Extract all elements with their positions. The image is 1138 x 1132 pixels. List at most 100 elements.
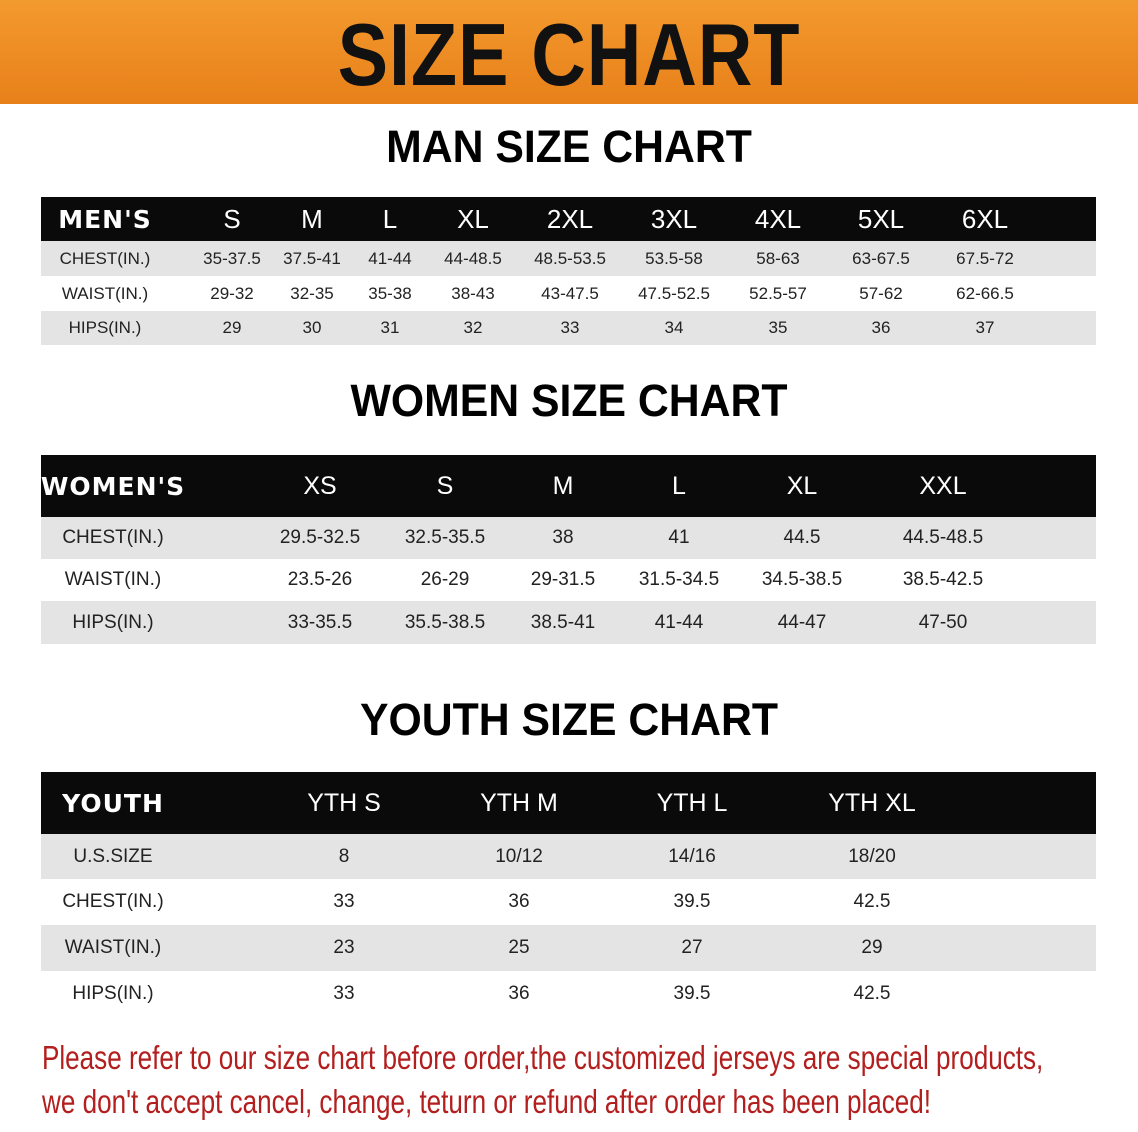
table-row: WAIST(IN.) 23 25 27 29: [41, 925, 1096, 971]
measurement-value: 18/20: [848, 845, 896, 867]
banner-title: SIZE CHART: [337, 5, 801, 104]
measurement-value: 44-48.5: [444, 248, 502, 268]
table-row: HIPS(IN.) 29 30 31 32 33 34 35 36 37: [41, 311, 1096, 345]
women-section-title: WOMEN SIZE CHART: [350, 375, 788, 426]
size-header-cell: M: [552, 471, 574, 500]
measurement-label: CHEST(IN.): [62, 527, 164, 548]
measurement-value: 67.5-72: [956, 248, 1014, 268]
measurement-label: WAIST(IN.): [61, 283, 149, 303]
measurement-value: 32.5-35.5: [404, 527, 486, 548]
measurement-value: 25: [508, 937, 530, 958]
size-header-cell: YTH L: [656, 788, 728, 817]
measurement-value: 34: [664, 318, 684, 337]
measurement-value: 30: [302, 318, 322, 337]
measurement-value: 47-50: [918, 611, 968, 633]
measurement-value: 63-67.5: [852, 248, 910, 268]
notice-line-1: Please refer to our size chart before or…: [42, 1039, 1044, 1076]
measurement-label: CHEST(IN.): [59, 248, 151, 268]
youth-section-title: YOUTH SIZE CHART: [359, 694, 778, 745]
measurement-value: 39.5: [673, 982, 711, 1004]
measurement-value: 42.5: [853, 982, 891, 1004]
measurement-value: 23: [333, 937, 355, 958]
measurement-value: 35: [768, 318, 788, 337]
measurement-value: 33: [560, 318, 580, 337]
measurement-value: 52.5-57: [749, 283, 807, 303]
measurement-value: 38: [552, 527, 574, 548]
measurement-value: 44-47: [777, 611, 827, 633]
measurement-label: HIPS(IN.): [72, 982, 154, 1004]
measurement-value: 29: [222, 318, 242, 337]
measurement-value: 31.5-34.5: [638, 569, 720, 590]
notice-line-2: we don't accept cancel, change, teturn o…: [42, 1083, 932, 1120]
table-row: HIPS(IN.) 33-35.5 35.5-38.5 38.5-41 41-44 44-…: [41, 601, 1096, 644]
measurement-value: 47.5-52.5: [638, 283, 710, 303]
size-header-cell: S: [223, 203, 241, 234]
measurement-value: 36: [508, 891, 530, 912]
measurement-value: 58-63: [756, 248, 800, 268]
measurement-value: 37: [975, 318, 995, 337]
measurement-label: HIPS(IN.): [72, 611, 154, 633]
measurement-value: 35.5-38.5: [404, 611, 486, 633]
size-header-cell: XL: [457, 203, 489, 234]
measurement-value: 62-66.5: [956, 283, 1014, 303]
size-header-cell: 6XL: [961, 203, 1009, 234]
measurement-value: 35-37.5: [203, 248, 261, 268]
size-header-cell: YTH XL: [828, 788, 916, 817]
table-row: CHEST(IN.) 33 36 39.5 42.5: [41, 879, 1096, 925]
measurement-value: 33: [333, 891, 355, 912]
measurement-value: 29: [861, 937, 883, 958]
table-title-cell: YOUTH: [62, 788, 164, 818]
measurement-value: 42.5: [853, 891, 891, 912]
size-header-cell: 4XL: [754, 203, 802, 234]
measurement-value: 41-44: [654, 611, 704, 633]
size-header-cell: L: [672, 471, 686, 500]
measurement-value: 41-44: [368, 248, 412, 268]
measurement-value: 32-35: [290, 283, 334, 303]
measurement-value: 23.5-26: [287, 569, 353, 590]
measurement-value: 33-35.5: [287, 611, 353, 633]
size-header-cell: L: [382, 203, 398, 234]
size-header-cell: XXL: [919, 471, 967, 500]
men-section-title: MAN SIZE CHART: [386, 121, 752, 172]
size-header-cell: 3XL: [650, 203, 698, 234]
measurement-value: 33: [333, 982, 355, 1004]
measurement-value: 34.5-38.5: [761, 569, 843, 590]
measurement-value: 38.5-41: [530, 611, 596, 633]
measurement-value: 37.5-41: [283, 248, 341, 268]
size-header-cell: 2XL: [546, 203, 594, 234]
table-header-row: YOUTH YTH S YTH M YTH L YTH XL: [41, 772, 1096, 834]
table-row: WAIST(IN.) 23.5-26 26-29 29-31.5 31.5-34.5 34…: [41, 559, 1096, 601]
measurement-value: 44.5-48.5: [902, 527, 984, 548]
measurement-value: 10/12: [495, 845, 543, 867]
measurement-value: 44.5: [783, 527, 821, 548]
measurement-value: 8: [338, 845, 350, 867]
measurement-value: 36: [508, 982, 530, 1004]
measurement-value: 43-47.5: [541, 283, 599, 303]
table-row: CHEST(IN.) 35-37.5 37.5-41 41-44 44-48.5 48.5…: [41, 241, 1096, 276]
measurement-label: WAIST(IN.): [64, 937, 162, 958]
measurement-value: 29-31.5: [530, 569, 596, 590]
measurement-value: 26-29: [420, 569, 470, 590]
measurement-value: 35-38: [368, 283, 412, 303]
size-header-cell: XL: [786, 471, 818, 500]
table-row: U.S.SIZE 8 10/12 14/16 18/20: [41, 834, 1096, 879]
measurement-value: 36: [871, 318, 891, 337]
measurement-value: 38.5-42.5: [902, 569, 984, 590]
size-header-cell: XS: [303, 471, 337, 500]
measurement-label: U.S.SIZE: [73, 845, 153, 867]
table-header-row: WOMEN'S XS S M L XL XXL: [41, 455, 1096, 517]
measurement-value: 29.5-32.5: [279, 527, 361, 548]
table-header-row: MEN'S S M L XL 2XL 3XL 4XL 5XL 6XL: [41, 197, 1096, 241]
measurement-value: 57-62: [859, 283, 903, 303]
measurement-value: 29-32: [210, 283, 254, 303]
measurement-value: 48.5-53.5: [534, 248, 606, 268]
measurement-label: WAIST(IN.): [64, 569, 162, 590]
size-header-cell: YTH S: [307, 788, 381, 817]
measurement-value: 27: [681, 937, 703, 958]
measurement-label: CHEST(IN.): [62, 891, 164, 912]
measurement-value: 31: [380, 318, 400, 337]
size-header-cell: S: [436, 471, 454, 500]
measurement-value: 53.5-58: [645, 248, 703, 268]
table-row: CHEST(IN.) 29.5-32.5 32.5-35.5 38 41 44.5 44.5…: [41, 517, 1096, 559]
